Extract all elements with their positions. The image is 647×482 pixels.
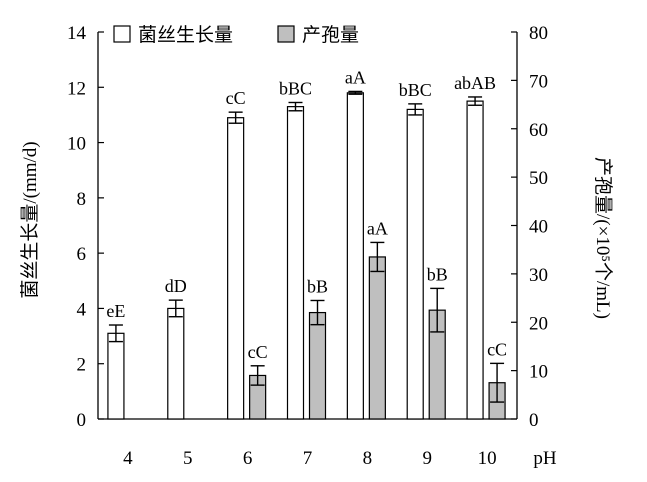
legend-swatch-mycelium	[113, 25, 131, 43]
x-tick-label: 8	[363, 448, 373, 469]
significance-label-spore: cC	[487, 339, 507, 359]
significance-label-spore: cC	[248, 342, 268, 362]
bar-spore	[368, 256, 386, 420]
significance-label-mycelium: aA	[345, 67, 366, 87]
left-tick-label: 12	[67, 78, 86, 99]
left-tick-label: 10	[67, 134, 86, 155]
significance-label-mycelium: eE	[106, 301, 125, 321]
left-tick-label: 6	[77, 244, 87, 265]
significance-label-spore: aA	[367, 218, 388, 238]
right-tick-label: 80	[529, 23, 548, 44]
significance-label-mycelium: bBC	[399, 80, 432, 100]
left-tick-label: 4	[77, 299, 87, 320]
bar-spore	[308, 311, 327, 420]
left-tick-label: 14	[67, 23, 87, 44]
x-tick-label: 5	[183, 448, 193, 469]
bar-mycelium	[466, 100, 484, 420]
x-tick-label: 7	[303, 448, 313, 469]
right-tick-label: 10	[529, 362, 548, 383]
right-tick-label: 30	[529, 265, 548, 286]
left-axis-ticks: 0 2 4 6 8 10 12 14	[67, 23, 104, 431]
left-tick-label: 0	[77, 410, 87, 431]
bars: eE dD cC cC bBC bB aA aA bBC bB abAB cC	[106, 67, 507, 420]
right-tick-label: 50	[529, 168, 548, 189]
significance-label-spore: bB	[307, 276, 328, 296]
bar-mycelium	[286, 106, 305, 420]
x-tick-label: 4	[123, 448, 133, 469]
bar-mycelium	[107, 332, 125, 420]
x-axis-title: pH	[533, 448, 557, 469]
left-tick-label: 2	[77, 355, 87, 376]
right-tick-label: 0	[529, 410, 539, 431]
left-tick-label: 8	[77, 189, 87, 210]
bar-mycelium	[227, 117, 245, 420]
significance-label-mycelium: dD	[165, 276, 187, 296]
x-tick-label: 9	[422, 448, 432, 469]
right-tick-label: 70	[529, 71, 548, 92]
significance-label-spore: bB	[427, 264, 448, 284]
right-tick-label: 20	[529, 313, 548, 334]
significance-label-mycelium: bBC	[279, 78, 312, 98]
right-axis-ticks: 0 10 20 30 40 50 60 70 80	[511, 23, 548, 431]
left-axis-title: 菌丝生长量/(mm/d)	[19, 141, 41, 298]
bar-mycelium	[406, 108, 424, 420]
legend: 菌丝生长量 产孢量	[113, 24, 359, 46]
x-tick-label: 6	[243, 448, 253, 469]
significance-label-mycelium: cC	[226, 88, 246, 108]
x-tick-label: 10	[478, 448, 497, 469]
legend-label-spore: 产孢量	[302, 24, 359, 46]
x-axis-ticks: 4 5 6 7 8 9 10	[123, 448, 496, 469]
bar-mycelium	[346, 92, 364, 420]
bar-mycelium	[167, 307, 185, 420]
right-axis-title: 产孢量/(×10⁵个/mL)	[592, 157, 614, 319]
legend-label-mycelium: 菌丝生长量	[138, 24, 233, 46]
significance-label-mycelium: abAB	[454, 73, 496, 93]
right-tick-label: 60	[529, 120, 548, 141]
legend-swatch-spore	[277, 25, 295, 43]
right-tick-label: 40	[529, 217, 548, 238]
